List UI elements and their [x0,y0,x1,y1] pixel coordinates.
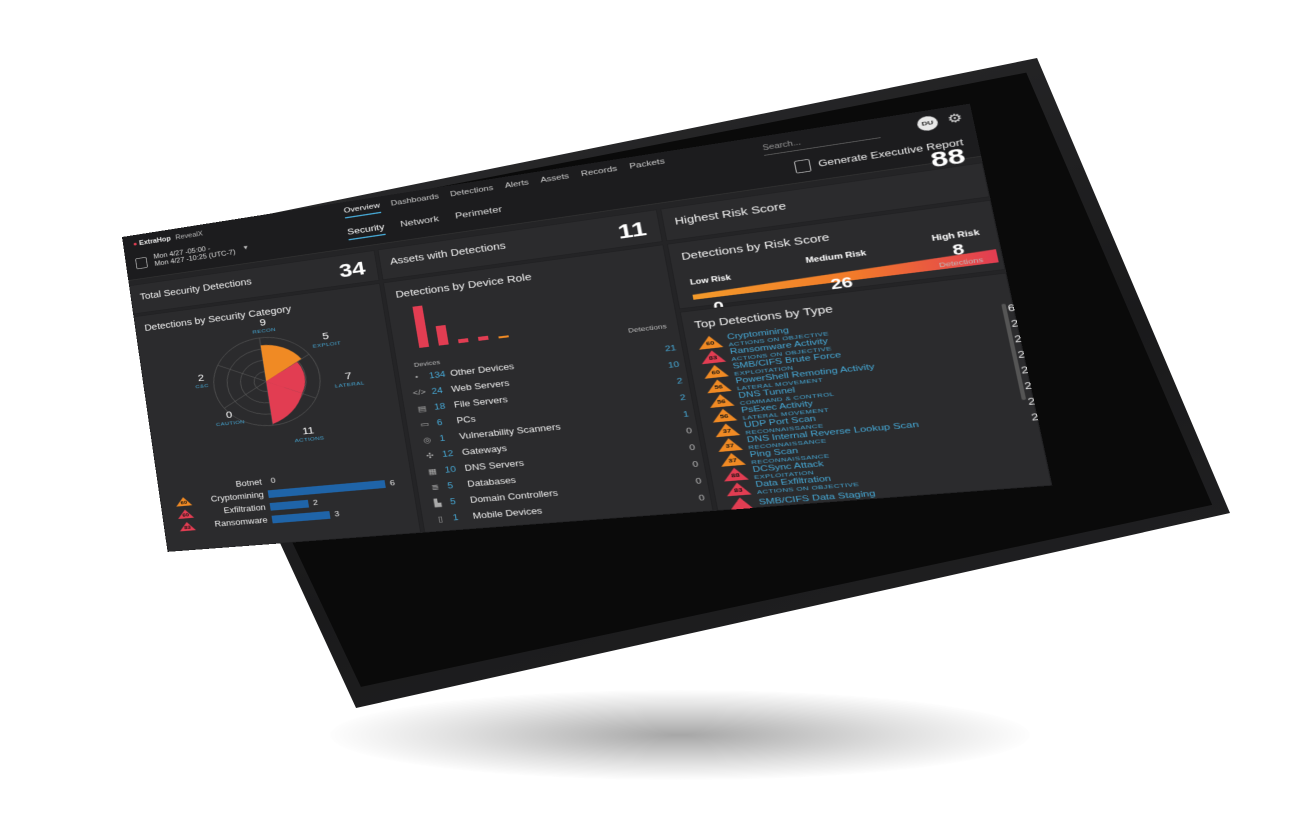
device-role-icon: ▯ [437,514,444,524]
device-role-detections: 0 [697,493,706,503]
category-bar [265,477,267,486]
device-count[interactable]: 1 [438,433,446,444]
device-role-bar-pc [477,335,489,341]
device-role-detections[interactable]: 21 [664,343,678,354]
user-avatar[interactable]: DU [915,114,940,133]
subtab-perimeter[interactable]: Perimeter [454,203,503,221]
tab-dashboards[interactable]: Dashboards [390,192,440,208]
device-role-detections[interactable]: 1 [682,410,690,420]
subtab-network[interactable]: Network [399,213,440,229]
medium-risk-label: Medium Risk [805,249,868,266]
category-bar [267,480,386,498]
tab-records[interactable]: Records [580,164,618,179]
category-actions[interactable]: 11 ACTIONS [293,424,324,444]
device-count[interactable]: 24 [430,385,444,397]
device-role-detections[interactable]: 10 [667,360,681,370]
assets-title: Assets with Detections [389,240,507,267]
device-role-bar-other [412,305,430,348]
radial-slice-recon [260,340,305,382]
device-role-detections[interactable]: 2 [676,376,684,386]
device-role-icon: ◎ [422,435,432,445]
device-role-detections: 0 [688,443,696,453]
category-bar-label: Exfiltration [222,502,267,516]
device-count[interactable]: 134 [428,369,447,381]
highest-risk-title: Highest Risk Score [673,200,788,227]
device-shadow [330,690,1030,780]
category-bar-value: 3 [334,510,341,519]
radial-slice-actions [266,377,307,425]
total-detections-title: Total Security Detections [139,276,253,302]
tab-overview[interactable]: Overview [343,201,382,219]
device-role-detections: 0 [694,477,703,486]
tab-alerts[interactable]: Alerts [504,178,530,190]
brand-name: ExtraHop [138,235,172,247]
category-bar-label: Ransomware [214,515,269,529]
highest-risk-value: 88 [928,143,968,173]
time-range-text: Mon 4/27 -05:00 - Mon 4/27 -10:25 (UTC-7… [153,242,236,269]
risk-badge-icon: 60 [175,497,192,507]
category-panel: Detections by Security Category 9 RECON [133,283,422,552]
device-role-detections: 0 [691,460,699,470]
device-count[interactable]: 12 [441,448,454,459]
device-role-bar-web [435,324,449,346]
calendar-icon [135,256,148,270]
brand-logo[interactable]: ● ExtraHop RevealX [133,231,204,248]
gear-icon[interactable]: ⚙ [946,111,964,127]
detection-count [1024,449,1046,451]
tenant-name: RevealX [175,230,204,242]
device-count[interactable]: 1 [452,512,460,523]
category-bar-value: 0 [270,476,277,485]
category-caution[interactable]: 0 CAUTION [214,408,246,427]
low-risk-label: Low Risk [689,274,732,287]
device-role-detections: 0 [685,426,693,436]
chevron-down-icon: ▼ [241,243,250,252]
dashboard-screen: ● ExtraHop RevealX Mon 4/27 -05:00 - Mon… [122,103,1053,552]
device-role-bar-file [457,338,469,344]
device-role-bar-scanner [498,335,509,339]
detections-column-header: Detections [627,322,668,335]
category-cc[interactable]: 2 C&C [194,372,209,389]
device-count[interactable]: 5 [446,480,454,491]
device-role-panel: Detections by Device Role Devices Detect… [383,244,714,533]
extrahop-logo-icon: ● [132,240,138,248]
device-count[interactable]: 5 [449,496,457,507]
device-count[interactable]: 6 [436,417,444,428]
device-count[interactable]: 18 [433,401,446,412]
category-bar-value: 6 [389,479,396,488]
category-lateral[interactable]: 7 LATERAL [333,369,365,389]
subtab-security[interactable]: Security [346,221,386,241]
device-role-icon: • [414,373,419,382]
category-bar [269,499,310,511]
device-role-icon: </> [412,388,427,398]
category-radial-chart[interactable] [165,307,373,454]
device-role-detections[interactable]: 2 [679,393,687,403]
category-recon[interactable]: 9 RECON [250,316,276,335]
device-role-icon: ▙ [433,498,442,508]
category-exploit[interactable]: 5 EXPLOIT [311,329,341,350]
tab-packets[interactable]: Packets [628,157,666,171]
risk-badge-icon [173,484,190,494]
device-role-icon: ▤ [417,404,427,414]
device-count[interactable]: 10 [444,464,457,475]
device-role-icon: ▭ [419,420,430,429]
risk-badge-icon: 83 [179,521,196,531]
tab-detections[interactable]: Detections [449,184,494,199]
risk-badge-icon: 60 [177,509,194,519]
category-bar-value: 2 [312,499,319,508]
tab-assets[interactable]: Assets [539,172,570,185]
device-role-icon: ▦ [427,467,438,476]
top-detections-panel: Top Detections by Type 60 Cryptomining ACT… [679,272,1053,511]
category-bar [271,511,331,524]
device-role-icon: ≣ [430,483,440,492]
detection-count [1031,480,1053,482]
detection-count [1027,464,1049,466]
detection-count [1021,433,1042,435]
total-detections-value: 34 [337,257,367,282]
report-icon [793,158,812,174]
device-role-icon: ✣ [425,451,435,461]
assets-value: 11 [615,217,649,244]
